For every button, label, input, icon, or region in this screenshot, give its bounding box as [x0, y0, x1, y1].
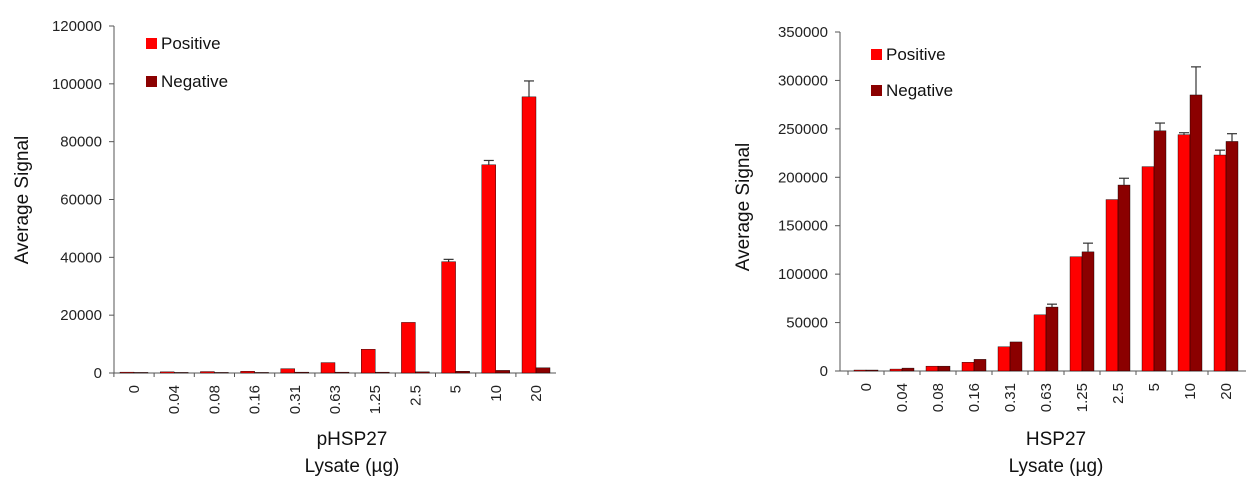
y-tick-label: 50000: [786, 315, 828, 332]
x-axis-title-line2: Lysate (µg): [1009, 456, 1104, 477]
bar-positive-0.08: [200, 371, 215, 374]
y-tick-label: 0: [94, 365, 102, 382]
x-axis-title-line1: HSP27: [1026, 429, 1086, 450]
x-tick-label: 5: [448, 385, 465, 393]
y-axis-title: Average Signal: [12, 136, 33, 265]
x-tick-label: 0.16: [247, 385, 264, 414]
bar-negative-2.5: [415, 371, 430, 374]
x-tick-label: 1.25: [1074, 383, 1091, 412]
bar-positive-10: [1177, 134, 1191, 372]
legend-swatch-positive: [146, 38, 157, 49]
x-tick-label: 20: [528, 385, 545, 402]
x-tick-label: 0: [858, 383, 875, 391]
bar-negative-0.63: [1045, 306, 1059, 372]
bar-negative-1.25: [1081, 251, 1095, 372]
bar-positive-0.16: [240, 371, 255, 374]
legend-swatch-negative: [146, 76, 157, 87]
chart-2: 0 50000 100000 150000 200000 250000 300000 3500…: [733, 24, 1246, 477]
x-axis-title-line2: Lysate (µg): [305, 456, 400, 477]
bar-negative-0.16: [254, 372, 269, 374]
y-tick-label: 120000: [52, 18, 102, 35]
x-tick-label: 2.5: [1110, 383, 1127, 404]
legend-label-negative: Negative: [161, 72, 228, 91]
y-tick-label: 40000: [60, 249, 102, 266]
x-tick-label: 0.08: [206, 385, 223, 414]
bar-negative-5: [455, 371, 470, 374]
bar-negative-0.63: [334, 371, 350, 374]
x-tick-label: 10: [488, 385, 505, 402]
y-tick-label: 100000: [52, 76, 102, 93]
bar-negative-0.31: [1009, 341, 1023, 372]
bar-positive-0.63: [320, 362, 336, 374]
x-tick-label: 0.63: [327, 385, 344, 414]
chart-1: 0 20000 40000 60000 80000 100000 120000 0 0.04 0.…: [12, 18, 556, 477]
bar-positive-2.5: [401, 322, 416, 374]
x-tick-label: 0.31: [1002, 383, 1019, 412]
bar-positive-10: [481, 164, 496, 374]
bar-negative-0.08: [937, 365, 951, 372]
x-tick-label: 0.31: [287, 385, 304, 414]
y-tick-label: 150000: [778, 218, 828, 235]
bar-negative-0.04: [901, 367, 915, 372]
bar-negative-2.5: [1117, 184, 1131, 372]
x-tick-label: 0.04: [894, 383, 911, 412]
bar-negative-0.16: [973, 359, 987, 372]
y-tick-label: 20000: [60, 307, 102, 324]
bar-positive-0.31: [280, 368, 295, 374]
y-tick-label: 300000: [778, 72, 828, 89]
x-tick-label: 5: [1146, 383, 1163, 391]
y-tick-label: 350000: [778, 24, 828, 41]
bar-positive-0: [853, 369, 867, 372]
bar-negative-0.31: [294, 371, 309, 374]
y-tick-label: 80000: [60, 134, 102, 151]
y-tick-label: 0: [820, 363, 828, 380]
x-tick-label: 0.63: [1038, 383, 1055, 412]
x-tick-label: 0: [126, 385, 143, 393]
bar-negative-0: [865, 369, 879, 372]
bar-negative-5: [1153, 130, 1167, 372]
y-tick-label: 200000: [778, 169, 828, 186]
legend-swatch-positive: [871, 49, 882, 60]
bar-negative-0.04: [173, 372, 189, 374]
x-tick-label: 0.16: [966, 383, 983, 412]
bar-negative-1.25: [375, 371, 390, 374]
bar-positive-0.04: [159, 371, 175, 374]
bar-positive-0.08: [925, 365, 939, 372]
bar-negative-10: [1189, 94, 1203, 372]
x-axis-title-line1: pHSP27: [317, 429, 388, 450]
x-tick-label: 20: [1218, 383, 1235, 400]
bar-positive-0.16: [961, 362, 975, 372]
bar-positive-1.25: [361, 349, 376, 374]
bar-negative-0: [133, 372, 149, 374]
bar-positive-20: [521, 96, 537, 374]
bar-positive-5: [1141, 166, 1155, 372]
bar-positive-1.25: [1069, 256, 1083, 372]
bar-negative-10: [495, 370, 510, 374]
legend-label-positive: Positive: [161, 34, 221, 53]
x-tick-label: 0.08: [930, 383, 947, 412]
bar-positive-2.5: [1105, 199, 1119, 372]
bar-positive-0.63: [1033, 314, 1047, 372]
bar-positive-20: [1213, 154, 1227, 372]
x-tick-label: 1.25: [367, 385, 384, 414]
x-tick-label: 2.5: [407, 385, 424, 406]
legend-label-negative: Negative: [886, 81, 953, 100]
x-tick-label: 10: [1182, 383, 1199, 400]
bar-positive-5: [441, 261, 456, 374]
y-axis-title: Average Signal: [733, 143, 754, 272]
bar-negative-20: [1225, 141, 1239, 372]
bar-positive-0.31: [997, 346, 1011, 372]
y-tick-label: 100000: [778, 266, 828, 283]
y-tick-label: 250000: [778, 121, 828, 138]
bar-negative-0.08: [214, 372, 229, 374]
x-tick-label: 0.04: [166, 385, 183, 414]
legend-swatch-negative: [871, 85, 882, 96]
legend-label-positive: Positive: [886, 45, 946, 64]
bar-negative-20: [535, 367, 551, 374]
bar-positive-0: [119, 371, 135, 374]
bar-positive-0.04: [889, 368, 903, 372]
y-tick-label: 60000: [60, 192, 102, 209]
